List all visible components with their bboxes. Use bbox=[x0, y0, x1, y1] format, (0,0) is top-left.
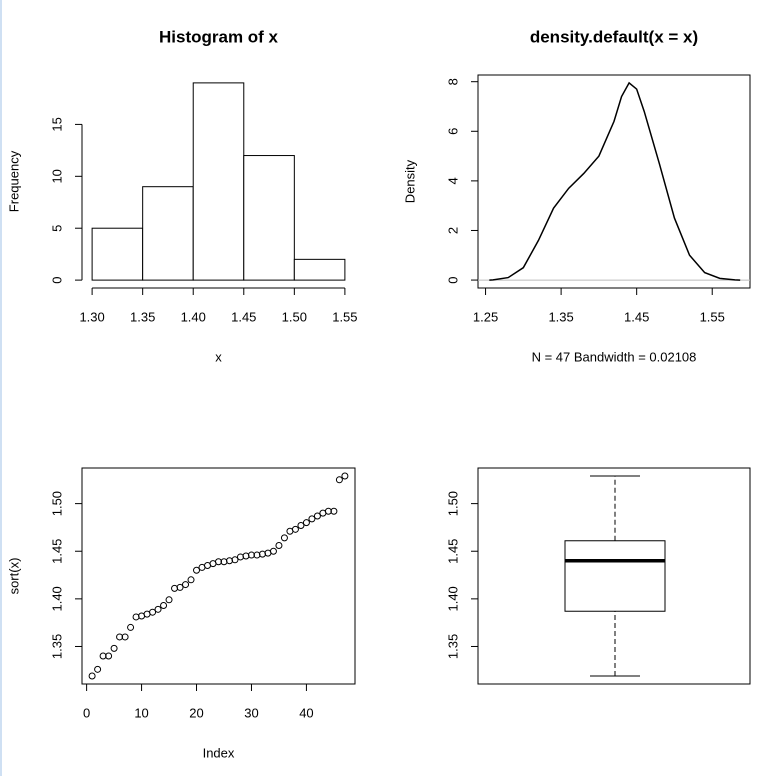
y-tick-label: 1.40 bbox=[445, 586, 460, 611]
point bbox=[269, 547, 277, 555]
x-tick-label: 1.45 bbox=[231, 309, 256, 324]
y-tick-label: 4 bbox=[445, 177, 460, 184]
point bbox=[165, 596, 173, 604]
point bbox=[176, 583, 184, 591]
y-tick-label: 1.50 bbox=[49, 491, 64, 516]
y-tick-label: 1.45 bbox=[445, 539, 460, 564]
point bbox=[182, 581, 190, 589]
y-tick-label: 0 bbox=[445, 276, 460, 283]
x-tick-label: 1.50 bbox=[282, 309, 307, 324]
point bbox=[127, 623, 135, 631]
point bbox=[330, 507, 338, 515]
y-tick-label: 1.35 bbox=[445, 634, 460, 659]
point bbox=[313, 512, 321, 520]
x-axis-label: N = 47 Bandwidth = 0.02108 bbox=[532, 349, 697, 364]
point bbox=[308, 515, 316, 523]
y-tick-label: 10 bbox=[49, 169, 64, 183]
point bbox=[324, 507, 332, 515]
point bbox=[110, 644, 118, 652]
point bbox=[99, 652, 107, 660]
point bbox=[116, 633, 124, 641]
x-tick-label: 1.45 bbox=[624, 309, 649, 324]
y-axis-label: sort(x) bbox=[6, 558, 21, 595]
x-tick-label: 1.25 bbox=[473, 309, 498, 324]
y-tick-label: 15 bbox=[49, 117, 64, 131]
point bbox=[94, 665, 102, 673]
y-tick-label: 0 bbox=[49, 276, 64, 283]
box bbox=[564, 540, 666, 612]
point bbox=[171, 584, 179, 592]
y-tick-label: 1.45 bbox=[49, 539, 64, 564]
bar bbox=[91, 227, 144, 281]
y-tick-label: 6 bbox=[445, 128, 460, 135]
y-tick-label: 1.40 bbox=[49, 586, 64, 611]
y-axis-label: Frequency bbox=[6, 150, 21, 212]
x-tick-label: 1.35 bbox=[548, 309, 573, 324]
x-tick-label: 20 bbox=[189, 705, 203, 720]
x-tick-label: 10 bbox=[134, 705, 148, 720]
chart-title: Histogram of x bbox=[159, 27, 279, 46]
point bbox=[302, 519, 310, 527]
point bbox=[132, 613, 140, 621]
x-tick-label: 1.55 bbox=[700, 309, 725, 324]
density-line bbox=[489, 81, 741, 281]
point bbox=[242, 552, 250, 560]
x-tick-label: 1.30 bbox=[79, 309, 104, 324]
x-tick-label: 1.55 bbox=[332, 309, 357, 324]
bar bbox=[243, 155, 295, 281]
x-tick-label: 1.35 bbox=[130, 309, 155, 324]
point bbox=[236, 553, 244, 561]
y-tick-label: 2 bbox=[445, 227, 460, 234]
point bbox=[231, 556, 239, 564]
bar bbox=[142, 186, 194, 281]
point bbox=[121, 633, 129, 641]
point bbox=[335, 476, 343, 484]
point bbox=[154, 605, 162, 613]
point bbox=[215, 558, 222, 566]
point bbox=[88, 672, 96, 680]
plot-box bbox=[477, 74, 751, 289]
y-tick-label: 5 bbox=[49, 225, 64, 232]
point bbox=[275, 542, 283, 550]
chart-title: density.default(x = x) bbox=[530, 27, 698, 46]
y-tick-label: 1.50 bbox=[445, 491, 460, 516]
window-edge bbox=[0, 0, 2, 776]
x-tick-label: 40 bbox=[299, 705, 313, 720]
point bbox=[291, 525, 299, 533]
point bbox=[297, 522, 305, 530]
bar bbox=[192, 82, 245, 281]
plot-box bbox=[81, 467, 356, 685]
x-tick-label: 30 bbox=[244, 705, 258, 720]
y-axis-label: Density bbox=[402, 159, 417, 203]
point bbox=[149, 608, 157, 616]
point bbox=[193, 566, 201, 574]
point bbox=[280, 534, 288, 542]
point bbox=[105, 652, 113, 660]
x-tick-label: 0 bbox=[83, 705, 90, 720]
bar bbox=[293, 258, 346, 281]
x-axis-label: Index bbox=[203, 745, 235, 760]
x-axis-label: x bbox=[215, 349, 222, 364]
point bbox=[247, 551, 255, 559]
y-tick-label: 1.35 bbox=[49, 634, 64, 659]
point bbox=[258, 550, 266, 558]
point bbox=[225, 557, 233, 565]
point bbox=[160, 602, 168, 610]
point bbox=[187, 576, 195, 584]
point bbox=[341, 472, 349, 480]
y-tick-label: 8 bbox=[445, 78, 460, 85]
x-tick-label: 1.40 bbox=[181, 309, 206, 324]
